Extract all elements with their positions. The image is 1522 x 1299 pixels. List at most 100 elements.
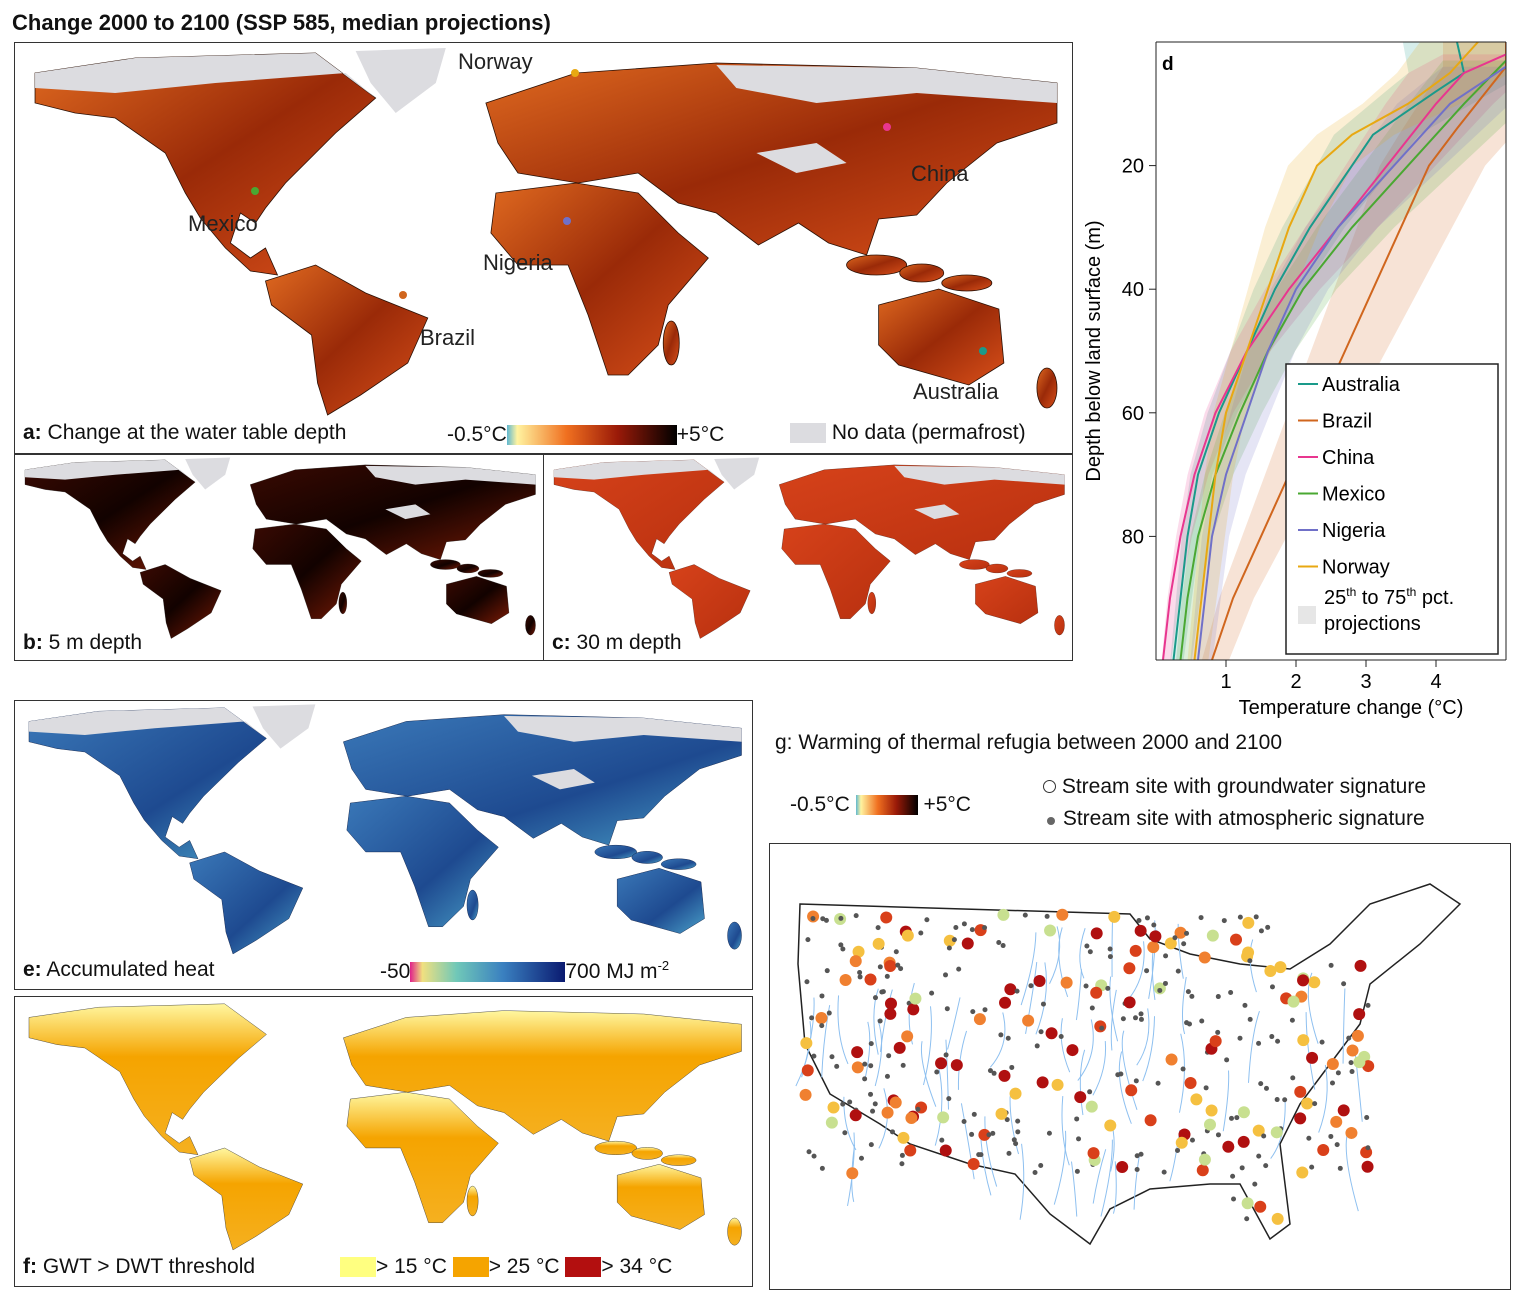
atmospheric-site — [857, 969, 863, 975]
class-label: > 34 °C — [601, 1255, 673, 1278]
groundwater-site — [889, 1096, 902, 1109]
atmospheric-site — [1040, 1001, 1046, 1007]
atmospheric-site — [1015, 1129, 1021, 1135]
groundwater-site — [1196, 1164, 1209, 1177]
groundwater-site — [1198, 951, 1211, 964]
atmospheric-site — [1074, 1116, 1080, 1122]
groundwater-site — [1330, 1115, 1343, 1128]
stream-line — [1019, 1143, 1025, 1220]
line-china — [1162, 53, 1506, 660]
atmospheric-site — [1203, 1085, 1209, 1091]
line-norway — [1193, 42, 1479, 660]
groundwater-site — [1060, 976, 1073, 989]
atmospheric-site — [1289, 1017, 1295, 1023]
band-norway — [1187, 42, 1506, 660]
atmospheric-site — [1237, 1035, 1243, 1041]
stream-line — [1136, 1008, 1150, 1066]
atmospheric-site — [1089, 1005, 1095, 1011]
atmospheric-site — [842, 1130, 848, 1136]
atmospheric-site — [1099, 1025, 1105, 1031]
groundwater-site — [1274, 961, 1287, 974]
panel-d-chart: d 1 2 3 4 20 40 60 80 Temperature change (°C) Dep… — [1083, 41, 1507, 719]
band-australia — [1170, 42, 1506, 660]
x-tick-label: 2 — [1290, 671, 1301, 693]
atmospheric-site — [1084, 943, 1090, 949]
groundwater-site — [904, 1144, 917, 1157]
atmospheric-site — [1015, 1118, 1021, 1124]
stream-line — [1345, 1131, 1359, 1212]
groundwater-site — [1123, 962, 1136, 975]
atmospheric-site — [944, 1006, 950, 1012]
y-tick-label: 80 — [1122, 526, 1144, 548]
stream-line — [1305, 1012, 1316, 1090]
atmospheric-site — [1133, 1078, 1139, 1084]
groundwater-site — [1237, 1106, 1250, 1119]
atmospheric-site — [961, 921, 967, 927]
stream-line — [843, 1096, 857, 1151]
world-map-a — [34, 48, 1058, 416]
stream-line — [1035, 962, 1047, 1035]
groundwater-site — [1125, 1084, 1138, 1097]
stream-line — [1060, 1018, 1071, 1073]
stream-line — [1049, 926, 1061, 984]
legend-box — [1285, 363, 1499, 655]
atmospheric-site — [924, 917, 930, 923]
atmospheric-site — [1231, 1196, 1237, 1202]
atmospheric-site — [1274, 1097, 1280, 1103]
stream-line — [1307, 972, 1319, 1044]
atmospheric-site — [1239, 1165, 1245, 1171]
groundwater-site — [1351, 1029, 1364, 1042]
atmospheric-site — [1256, 1040, 1262, 1046]
groundwater-site — [1297, 974, 1310, 987]
atmospheric-site — [898, 966, 904, 972]
panel-g-title: g: Warming of thermal refugia between 20… — [775, 731, 1283, 754]
stream-line — [1133, 1154, 1140, 1210]
atmospheric-site — [1028, 983, 1034, 989]
groundwater-site — [907, 1003, 920, 1016]
groundwater-site — [880, 911, 893, 924]
panel-caption: 30 m depth — [576, 631, 682, 654]
groundwater-site — [1252, 1124, 1265, 1137]
stream-line — [1075, 969, 1082, 1021]
legend-label: Stream site with groundwater signature — [1061, 775, 1427, 798]
atmospheric-site — [1309, 1164, 1315, 1170]
atmospheric-site — [915, 1106, 921, 1112]
atmospheric-site — [1038, 1029, 1044, 1035]
stream-line — [1222, 1070, 1230, 1132]
groundwater-site — [1271, 1212, 1284, 1225]
stream-line — [1077, 1019, 1094, 1081]
colorbar-g: -0.5°C +5°C — [790, 793, 971, 817]
atmospheric-site — [1009, 1064, 1015, 1070]
atmospheric-site — [1120, 1016, 1126, 1022]
atmospheric-site — [805, 937, 811, 943]
atmospheric-site — [1269, 1034, 1275, 1040]
groundwater-site — [1297, 1034, 1310, 1047]
y-tick-label: 40 — [1122, 279, 1144, 301]
groundwater-site — [1044, 924, 1057, 937]
scale-min: -50 — [380, 960, 411, 983]
groundwater-site — [1174, 926, 1187, 939]
atmospheric-site — [819, 1023, 825, 1029]
atmospheric-site — [982, 925, 988, 931]
atmospheric-site — [1175, 1147, 1181, 1153]
atmospheric-site — [934, 1069, 940, 1075]
atmospheric-site — [875, 925, 881, 931]
atmospheric-site — [838, 915, 844, 921]
atmospheric-site — [899, 1152, 905, 1158]
atmospheric-site — [1163, 953, 1169, 959]
groundwater-site — [1056, 908, 1069, 921]
groundwater-site — [1165, 1053, 1178, 1066]
scale-min: -0.5°C — [790, 793, 850, 816]
atmospheric-site — [826, 1010, 832, 1016]
colorbar-e: -50 700 MJ m-2 — [380, 958, 669, 984]
atmospheric-site — [900, 1062, 906, 1068]
groundwater-site — [1353, 1056, 1366, 1069]
stream-line — [1318, 1064, 1328, 1133]
groundwater-site — [1241, 1197, 1254, 1210]
band-china — [1161, 54, 1506, 660]
legend-label: Brazil — [1322, 411, 1372, 433]
groundwater-site — [852, 945, 865, 958]
stream-line — [1092, 1041, 1107, 1096]
groundwater-site — [998, 1069, 1011, 1082]
atmospheric-site — [1155, 1080, 1161, 1086]
